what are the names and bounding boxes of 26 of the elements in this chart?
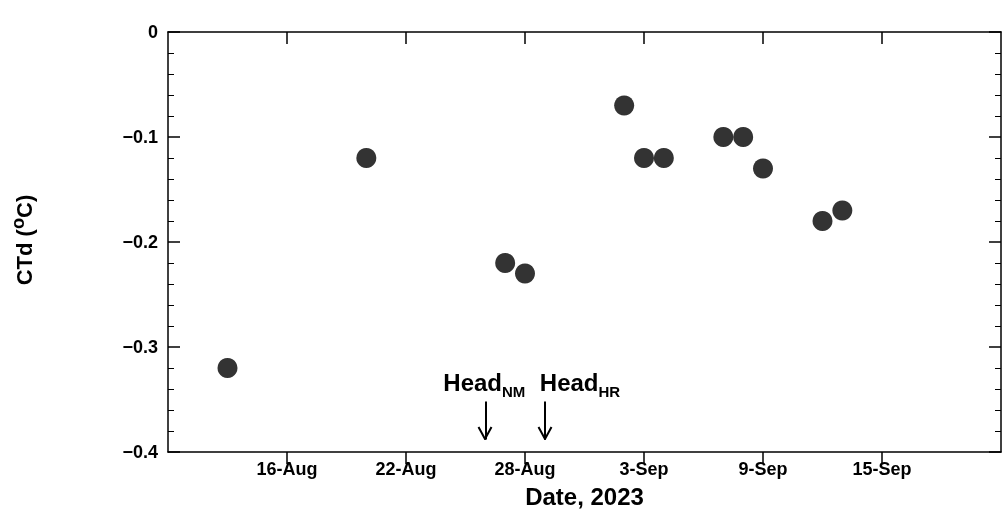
point (634, 148, 654, 168)
x-tick-label: 22-Aug (375, 459, 437, 479)
point (733, 127, 754, 147)
y-tick-label: −0.1 (122, 127, 158, 147)
x-axis-title: Date, 2023 (525, 482, 644, 510)
x-tick-label: 16-Aug (256, 459, 318, 479)
point (812, 211, 833, 231)
point (832, 200, 853, 221)
ref-line-label: Head$_{NM}$ (443, 368, 526, 400)
point (495, 253, 516, 273)
x-tick-label: 9-Sep (738, 459, 788, 479)
y-tick-label: 0 (147, 22, 158, 42)
y-tick-label: −0.2 (122, 232, 158, 252)
point (356, 148, 377, 168)
point (653, 148, 674, 168)
y-tick-label: −0.4 (122, 442, 158, 462)
x-tick-label: 3-Sep (619, 459, 669, 479)
ref-line-label: Head$_{HR}$ (539, 368, 621, 400)
point (614, 95, 635, 116)
point (217, 358, 238, 378)
point (753, 158, 773, 179)
point (713, 127, 734, 147)
point (515, 263, 535, 284)
x-tick-label: 15-Sep (852, 459, 912, 479)
y-tick-label: −0.3 (122, 337, 158, 357)
x-tick-label: 28-Aug (494, 459, 556, 479)
